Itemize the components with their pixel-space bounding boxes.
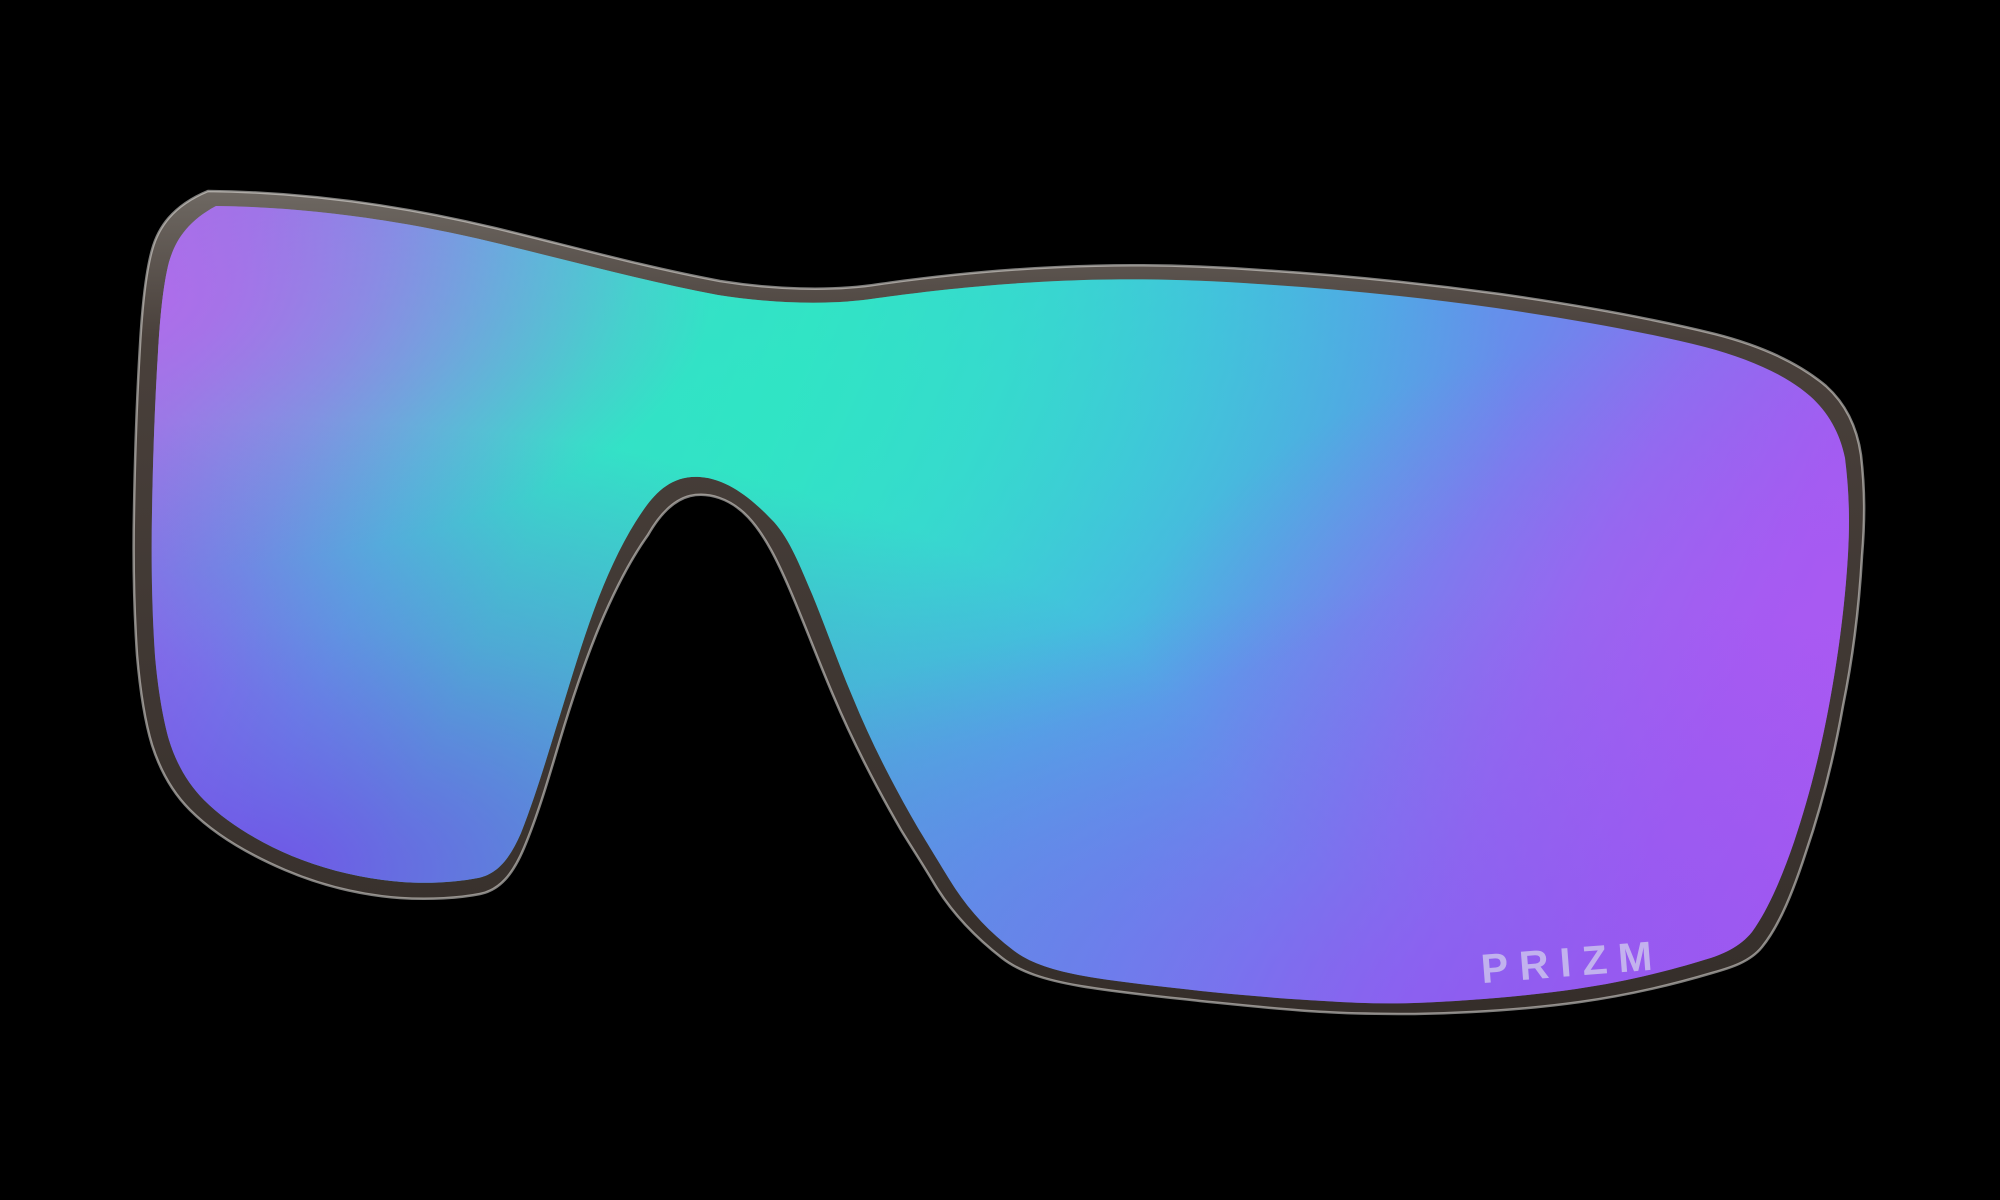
lens-face xyxy=(151,206,1849,1004)
